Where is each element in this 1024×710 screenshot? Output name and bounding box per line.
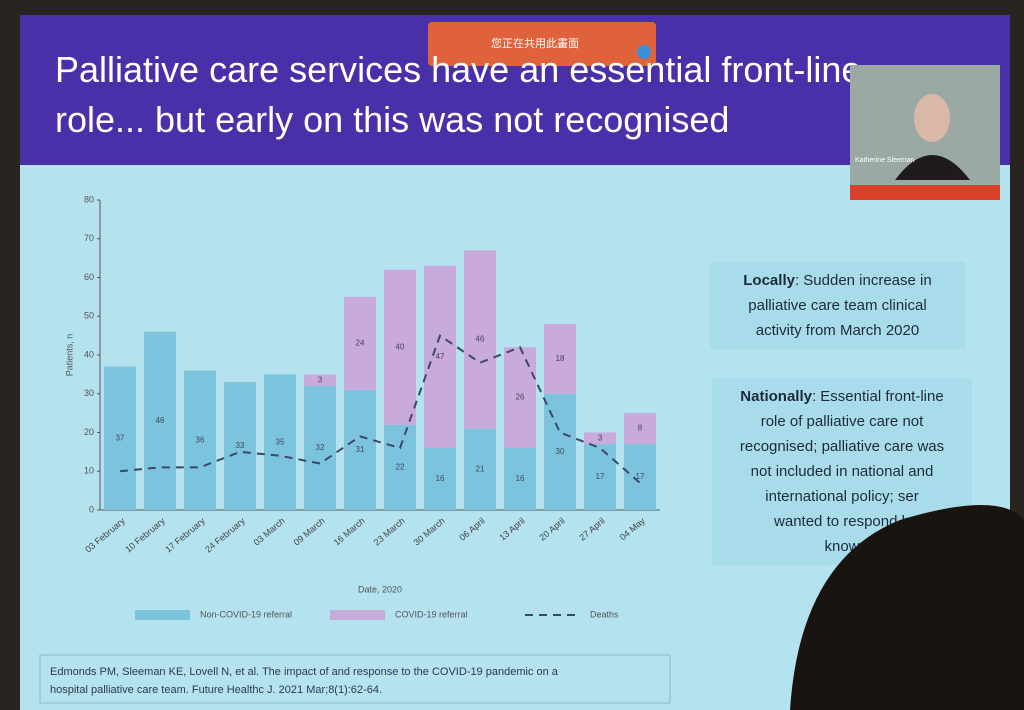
bar-segment	[304, 386, 336, 510]
bar-segment	[504, 347, 536, 448]
title-line: role... but early on this was not recogn…	[55, 99, 729, 140]
y-axis-label: Patients, n	[64, 334, 74, 377]
data-label: 36	[196, 435, 205, 444]
webcam-bar	[850, 185, 1000, 200]
national-box: Nationally: Essential front-line role of …	[712, 378, 972, 565]
data-label: 35	[276, 437, 285, 446]
national-line: role of palliative care not	[760, 413, 924, 430]
data-label: 16	[516, 474, 525, 483]
national-line: : Essential front-line	[811, 388, 944, 405]
y-tick-label: 60	[84, 272, 94, 282]
citation: Edmonds PM, Sleeman KE, Lovell N, et al.…	[50, 666, 559, 678]
bar-segment	[144, 331, 176, 510]
legend-label: Non-COVID-19 referral	[200, 609, 292, 619]
bar-segment	[104, 366, 136, 510]
data-label: 30	[556, 447, 565, 456]
data-label: 22	[396, 462, 405, 471]
bar-segment	[464, 428, 496, 510]
y-tick-label: 0	[89, 504, 94, 514]
national-line: not included in national and	[750, 463, 934, 480]
bar-segment	[344, 296, 376, 390]
data-label: 3	[598, 433, 603, 442]
citation: hospital palliative care team. Future He…	[50, 684, 382, 696]
bar-segment	[504, 448, 536, 510]
national-lead: Nationally	[740, 388, 812, 405]
data-label: 17	[596, 472, 605, 481]
local-line: activity from March 2020	[755, 322, 920, 339]
share-banner-text: 您正在共用此畫面	[491, 36, 579, 50]
citation-box	[39, 654, 671, 704]
y-tick-label: 40	[84, 349, 94, 359]
data-label: 3	[318, 375, 323, 384]
y-tick-label: 80	[84, 194, 94, 204]
bar-segment	[224, 382, 256, 510]
bar-segment	[584, 444, 616, 510]
bar-segment	[424, 265, 456, 448]
bar-segment	[544, 393, 576, 510]
data-label: 21	[476, 464, 485, 473]
bar-segment	[184, 370, 216, 510]
bar-segment	[624, 413, 656, 445]
national-line: recognised; palliative care was	[739, 438, 945, 455]
local-lead: Locally	[743, 272, 795, 289]
legend-swatch	[330, 610, 385, 620]
banner-button[interactable]	[637, 45, 651, 59]
bar-segment	[384, 424, 416, 510]
y-tick-label: 70	[84, 233, 94, 243]
data-label: 47	[436, 352, 445, 361]
data-label: 16	[436, 474, 445, 483]
legend-label: COVID-19 referral	[395, 609, 468, 619]
bar-segment	[544, 324, 576, 394]
local-line: : Sudden increase in	[794, 272, 932, 289]
data-label: 26	[516, 393, 525, 402]
bar-segment	[624, 444, 656, 510]
national-line: wanted to respond b	[774, 513, 910, 530]
y-tick-label: 30	[84, 388, 94, 398]
bar-segment	[424, 448, 456, 510]
data-label: 17	[636, 472, 645, 481]
national-line: international policy; ser	[765, 488, 919, 505]
slide-title: Palliative care services have an essenti…	[55, 49, 871, 140]
data-label: 33	[236, 441, 245, 450]
title-line: Palliative care services have an essenti…	[55, 49, 871, 90]
data-label: 46	[156, 416, 165, 425]
data-label: 24	[356, 338, 365, 347]
local-box: Locally: Sudden increase in palliative ca…	[710, 262, 965, 349]
data-label: 8	[638, 424, 643, 433]
bar-segment	[584, 432, 616, 445]
national-line: know	[824, 538, 860, 555]
data-label: 18	[556, 354, 565, 363]
y-tick-label: 50	[84, 311, 94, 321]
bar-segment	[384, 269, 416, 425]
y-tick-label: 20	[84, 427, 94, 437]
presenter-name: Katherine Sleeman	[855, 157, 915, 164]
bar-segment	[464, 250, 496, 429]
data-label: 31	[356, 445, 365, 454]
data-label: 40	[396, 342, 405, 351]
legend-label: Deaths	[590, 609, 619, 619]
share-banner	[428, 22, 656, 66]
data-label: 46	[476, 335, 485, 344]
bar-segment	[344, 389, 376, 510]
y-tick-label: 10	[84, 466, 94, 476]
bar-segment	[264, 374, 296, 510]
local-line: palliative care team clinical	[748, 297, 927, 314]
line-series	[119, 334, 641, 484]
bar-segment	[304, 374, 336, 386]
x-axis-label: Date, 2020	[358, 584, 402, 594]
legend-swatch	[135, 610, 190, 620]
data-label: 37	[116, 433, 125, 442]
data-label: 32	[316, 443, 325, 452]
webcam-body	[895, 155, 970, 180]
webcam-face	[914, 94, 950, 142]
